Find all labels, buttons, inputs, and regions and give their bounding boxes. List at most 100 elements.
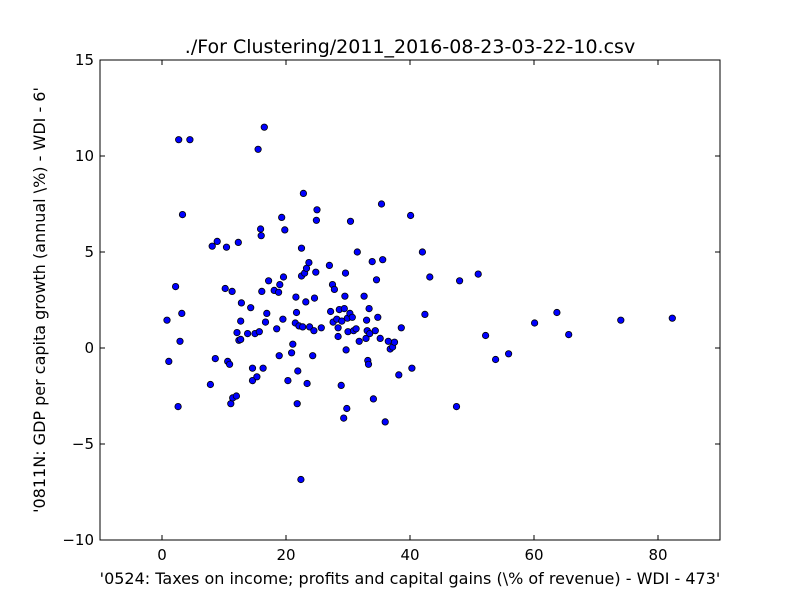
data-point (237, 317, 245, 325)
y-tick-label: 5 (84, 243, 94, 261)
data-point (273, 325, 281, 333)
plot-frame (99, 59, 721, 541)
data-point (368, 257, 376, 266)
data-point (260, 123, 268, 131)
data-point (341, 292, 349, 300)
data-point (186, 136, 194, 144)
data-point (617, 316, 625, 324)
data-points (163, 123, 676, 484)
data-point (342, 346, 350, 354)
data-point (247, 304, 255, 312)
data-point (317, 324, 325, 332)
data-point (178, 309, 186, 317)
data-point (234, 238, 242, 246)
data-point (305, 258, 313, 267)
data-point (264, 277, 273, 285)
data-point (172, 282, 180, 291)
data-point (255, 328, 263, 336)
data-point (226, 360, 234, 368)
data-point (341, 269, 350, 277)
x-tick-label: 60 (524, 546, 543, 564)
data-point (384, 337, 392, 345)
x-tick-label: 80 (648, 546, 667, 564)
data-point (362, 316, 371, 324)
data-point (279, 315, 287, 323)
data-point (504, 350, 513, 358)
data-point (222, 243, 231, 251)
data-point (175, 136, 183, 144)
data-point (294, 367, 302, 375)
data-point (365, 304, 373, 313)
y-tick-label: 15 (75, 51, 94, 69)
x-axis: 0 20 40 60 80 (157, 60, 668, 564)
data-point (289, 340, 297, 348)
data-point (340, 304, 348, 313)
x-axis-label: '0524: Taxes on income; profits and capi… (100, 569, 721, 588)
x-tick-label: 40 (400, 546, 419, 564)
data-point (530, 319, 539, 327)
data-point (178, 211, 187, 219)
data-point (426, 273, 434, 281)
data-point (337, 381, 345, 389)
data-point (377, 200, 386, 208)
data-point (292, 293, 300, 301)
data-point (281, 226, 289, 234)
data-point (211, 354, 219, 363)
data-point (338, 317, 346, 325)
data-point (292, 308, 301, 317)
data-point (284, 376, 292, 385)
data-point (208, 242, 216, 250)
data-point (176, 337, 184, 345)
data-point (278, 213, 286, 221)
data-point (310, 327, 318, 335)
data-point (275, 352, 283, 360)
data-point (381, 418, 389, 426)
data-point (165, 357, 173, 365)
data-point (228, 287, 236, 295)
data-point (303, 379, 311, 388)
data-point (372, 276, 381, 284)
data-point (221, 284, 229, 293)
data-point (565, 330, 573, 339)
data-point (334, 324, 342, 332)
data-point (371, 327, 379, 335)
data-point (369, 395, 377, 403)
data-point (287, 349, 296, 357)
x-tick-label: 20 (276, 546, 295, 564)
y-tick-label: 0 (84, 339, 94, 357)
data-point (310, 294, 319, 302)
y-axis: −10 −5 0 5 10 15 (62, 51, 720, 549)
y-tick-label: −5 (72, 435, 94, 453)
data-point (421, 310, 429, 318)
data-point (474, 270, 482, 278)
data-point (352, 325, 360, 333)
data-point (213, 237, 221, 245)
data-point (360, 292, 368, 300)
data-point (313, 206, 321, 214)
data-point (259, 364, 267, 372)
data-point (253, 373, 261, 381)
chart-title: ./For Clustering/2011_2016-08-23-03-22-1… (185, 36, 635, 58)
data-point (343, 404, 351, 413)
data-point (455, 277, 464, 285)
data-point (232, 392, 240, 400)
data-point (233, 328, 241, 337)
data-point (297, 475, 305, 484)
data-point (244, 329, 252, 338)
data-point (312, 268, 320, 276)
data-point (254, 145, 262, 153)
data-point (330, 285, 338, 293)
data-point (299, 189, 307, 197)
data-point (237, 335, 245, 343)
data-point (408, 364, 416, 372)
data-point (326, 307, 335, 316)
data-point (366, 329, 374, 338)
data-point (293, 400, 301, 408)
data-point (309, 352, 317, 360)
data-point (348, 313, 356, 321)
data-point (276, 280, 284, 289)
data-point (355, 337, 363, 345)
data-point (374, 313, 382, 321)
y-tick-label: −10 (62, 531, 94, 549)
